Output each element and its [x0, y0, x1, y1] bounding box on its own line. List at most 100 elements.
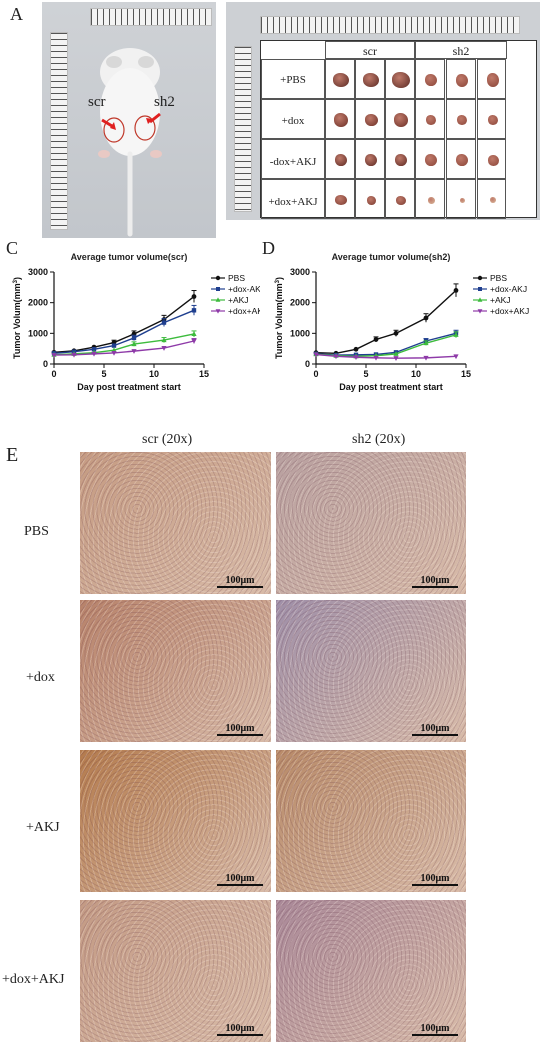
- tumor-sample: [392, 72, 410, 88]
- tumor-sample: [364, 114, 378, 126]
- x-axis-label: Day post treatment start: [77, 382, 181, 392]
- data-point: [161, 337, 167, 343]
- tumor-sample: [335, 154, 347, 166]
- column-label-sh2: sh2: [415, 41, 507, 59]
- grid-cell: [385, 99, 415, 139]
- data-point: [161, 346, 167, 351]
- grid-cell: [355, 59, 385, 99]
- legend-entry-3: +dox+AKJ: [228, 306, 260, 316]
- legend-marker: [215, 309, 221, 314]
- grid-row: [261, 59, 325, 99]
- tumor-sample: [487, 154, 499, 166]
- row-label-dox-akj: +dox+AKJ: [2, 972, 65, 987]
- ruler-vertical: [50, 32, 68, 230]
- grid-cell: [446, 139, 476, 179]
- tumor-sample: [488, 115, 498, 125]
- data-point: [453, 354, 459, 360]
- tumor-photo: scr sh2 +PBS +dox -dox+AKJ +dox+AKJ: [226, 2, 540, 220]
- tumor-sample: [395, 154, 407, 166]
- row-label-nodox-akj: -dox+AKJ: [269, 156, 317, 168]
- chart-sh2: Average tumor volume(sh2) 0 1000 2000 3000 0 5…: [274, 252, 529, 392]
- legend-marker: [215, 275, 221, 281]
- grid-cell: [477, 99, 506, 139]
- legend-entry-2: +AKJ: [228, 295, 249, 305]
- tumor-sample: [459, 197, 465, 203]
- x-tick-label: 15: [199, 369, 209, 379]
- legend-marker: [477, 309, 483, 314]
- data-point: [373, 337, 379, 342]
- legend-marker: [477, 275, 483, 281]
- row-label-dox: +dox: [26, 670, 55, 685]
- grid-cell: [446, 59, 476, 99]
- grid-cell: [325, 59, 355, 99]
- grid-cell: [325, 179, 355, 219]
- ruler-vertical: [234, 46, 252, 212]
- mouse-label-sh2: sh2: [154, 94, 175, 110]
- grid-cell: [415, 59, 445, 99]
- y-tick-label: 3000: [28, 267, 48, 277]
- data-point: [91, 347, 97, 352]
- micrograph: 100μm: [276, 452, 466, 594]
- legend-entry-0: PBS: [228, 273, 245, 283]
- data-point: [313, 352, 319, 358]
- y-tick-label: 3000: [290, 267, 310, 277]
- grid-cell: [385, 179, 415, 219]
- tumor-sample: [490, 197, 496, 203]
- scale-bar: 100μm: [412, 723, 458, 736]
- panel-d-letter: D: [262, 238, 275, 258]
- grid-cell: [477, 139, 506, 179]
- data-point: [161, 320, 167, 325]
- grid-cell: [325, 99, 355, 139]
- data-point: [393, 356, 399, 361]
- row-label-pbs: PBS: [24, 524, 49, 539]
- panel-e-letter: E: [6, 444, 19, 466]
- x-tick-label: 5: [101, 369, 106, 379]
- row-label-akj: +AKJ: [26, 820, 60, 835]
- micrograph: 100μm: [80, 750, 271, 892]
- data-point: [353, 346, 359, 352]
- y-tick-label: 1000: [28, 328, 48, 338]
- x-tick-label: 5: [363, 369, 368, 379]
- column-label-sh2-20x: sh2 (20x): [352, 432, 406, 447]
- mouse-illustration: [98, 48, 162, 237]
- x-tick-label: 0: [51, 369, 56, 379]
- data-point: [71, 352, 77, 358]
- data-point: [91, 351, 97, 357]
- tumor-sample: [334, 113, 348, 127]
- data-point: [191, 339, 197, 344]
- x-tick-label: 10: [149, 369, 159, 379]
- data-point: [111, 343, 117, 348]
- y-axis-label: Tumor Volum(mm3): [274, 277, 284, 359]
- micrograph: 100μm: [80, 600, 271, 742]
- grid-cell: [325, 139, 355, 179]
- micrograph: 100μm: [276, 600, 466, 742]
- data-point: [423, 315, 429, 321]
- y-tick-label: 2000: [290, 298, 310, 308]
- chart-title: Average tumor volume(scr): [71, 252, 188, 262]
- tumor-grid: scr sh2 +PBS +dox -dox+AKJ +dox+AKJ: [260, 40, 537, 219]
- grid-cell: [355, 179, 385, 219]
- column-label-scr-20x: scr (20x): [142, 432, 193, 447]
- x-axis-label: Day post treatment start: [339, 382, 443, 392]
- mouse-label-scr: scr: [88, 94, 106, 110]
- column-label-scr: scr: [325, 41, 415, 59]
- panel-a-letter: A: [10, 4, 23, 24]
- tumor-sample: [365, 154, 377, 166]
- y-tick-label: 0: [43, 359, 48, 369]
- tumor-sample: [333, 73, 349, 87]
- row-label-pbs: +PBS: [280, 74, 306, 86]
- legend-entry-1: +dox-AKJ: [490, 284, 527, 294]
- panel-c-letter: C: [6, 238, 19, 258]
- tumor-sample: [425, 154, 437, 166]
- scale-bar: 100μm: [217, 575, 263, 588]
- data-point: [373, 355, 379, 361]
- tumor-sample: [363, 73, 379, 87]
- data-point: [423, 355, 429, 361]
- data-point: [191, 294, 197, 299]
- legend-marker: [478, 287, 482, 291]
- tumor-sample: [456, 154, 468, 166]
- micrograph: 100μm: [80, 900, 271, 1042]
- y-tick-label: 0: [305, 359, 310, 369]
- data-point: [51, 353, 57, 358]
- grid-row: [261, 99, 325, 139]
